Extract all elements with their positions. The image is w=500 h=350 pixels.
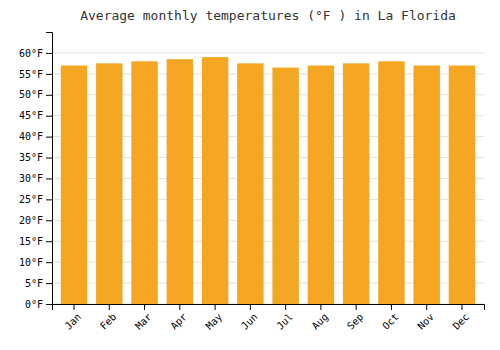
y-tick: 15°F <box>19 236 52 247</box>
y-tick-label: 25°F <box>19 194 43 205</box>
x-tick: Sep <box>345 304 366 332</box>
y-tick-label: 60°F <box>19 48 43 59</box>
bar <box>131 61 157 304</box>
y-axis-line <box>46 33 53 305</box>
chart: 0°F 5°F 10°F 15°F 20°F 25°F 30°F 35°F 40°F 45°F 50… <box>0 0 500 350</box>
y-tick-mark <box>46 304 52 305</box>
y-tick: 20°F <box>19 215 52 226</box>
x-tick: Nov <box>415 304 436 332</box>
y-tick-label: 35°F <box>19 152 43 163</box>
y-tick-mark <box>46 262 52 263</box>
bar <box>202 57 228 304</box>
y-tick: 5°F <box>25 278 52 289</box>
y-tick: 35°F <box>19 152 52 163</box>
y-tick-mark <box>46 241 52 242</box>
y-axis: 0°F 5°F 10°F 15°F 20°F 25°F 30°F 35°F 40°F 45°F 50… <box>19 33 53 310</box>
x-tick: May <box>204 304 225 332</box>
x-tick-label: Mar <box>133 311 154 332</box>
x-tick-label: May <box>204 311 225 332</box>
x-tick-label: Dec <box>451 311 472 332</box>
y-tick-mark <box>46 95 52 96</box>
bar <box>413 65 439 304</box>
bar <box>449 65 475 304</box>
y-tick-label: 10°F <box>19 257 43 268</box>
x-tick-label: Feb <box>98 311 119 332</box>
bar <box>61 65 87 304</box>
y-tick-mark <box>46 158 52 159</box>
plot: 0°F 5°F 10°F 15°F 20°F 25°F 30°F 35°F 40°F 45°F 50… <box>19 33 485 332</box>
bar <box>308 65 334 304</box>
x-tick: Mar <box>133 304 154 332</box>
y-tick-label: 0°F <box>25 299 43 310</box>
y-tick: 60°F <box>19 48 52 59</box>
bar <box>237 63 263 304</box>
y-tick: 30°F <box>19 173 52 184</box>
x-tick-label: Jan <box>63 311 84 332</box>
bar <box>378 61 404 304</box>
x-tick-mark <box>74 304 75 310</box>
y-tick-mark <box>46 220 52 221</box>
x-tick: Apr <box>168 304 189 332</box>
x-tick-mark <box>250 304 251 310</box>
x-tick-mark <box>215 304 216 310</box>
y-tick-label: 20°F <box>19 215 43 226</box>
y-tick-mark <box>46 199 52 200</box>
y-tick-mark <box>46 116 52 117</box>
x-tick: Aug <box>310 304 331 332</box>
x-tick-mark <box>461 304 462 310</box>
title: Average monthly temperatures (°F ) in La… <box>80 8 456 23</box>
y-tick: 0°F <box>25 299 52 310</box>
x-tick-label: Oct <box>380 311 401 332</box>
bar <box>167 59 193 304</box>
x-axis: Jan Feb Mar Apr May Jun Jul Aug Sep Oct Nov Dec <box>53 304 485 332</box>
x-axis-line <box>53 305 485 311</box>
y-tick: 55°F <box>19 69 52 80</box>
x-tick: Jul <box>274 304 295 332</box>
x-tick-mark <box>109 304 110 310</box>
x-tick-mark <box>144 304 145 310</box>
y-tick: 10°F <box>19 257 52 268</box>
grid <box>52 53 484 304</box>
y-tick-label: 40°F <box>19 131 43 142</box>
x-tick: Jun <box>239 304 260 332</box>
y-tick-label: 45°F <box>19 110 43 121</box>
x-tick-label: Jun <box>239 311 260 332</box>
bar <box>272 68 298 304</box>
bar <box>96 63 122 304</box>
y-tick-label: 15°F <box>19 236 43 247</box>
x-tick-mark <box>426 304 427 310</box>
x-tick: Feb <box>98 304 119 332</box>
y-tick: 50°F <box>19 89 52 100</box>
x-tick: Jan <box>63 304 84 332</box>
x-tick-label: Jul <box>274 311 295 332</box>
y-tick: 45°F <box>19 110 52 121</box>
x-tick: Dec <box>451 304 472 332</box>
y-tick-mark <box>46 137 52 138</box>
x-tick-label: Aug <box>310 311 331 332</box>
x-tick-mark <box>320 304 321 310</box>
y-tick-mark <box>46 283 52 284</box>
x-tick-mark <box>285 304 286 310</box>
x-tick-mark <box>356 304 357 310</box>
y-tick-label: 55°F <box>19 69 43 80</box>
bars <box>61 57 475 304</box>
x-tick-label: Nov <box>415 311 436 332</box>
bar <box>343 63 369 304</box>
x-tick-label: Sep <box>345 311 366 332</box>
y-tick: 40°F <box>19 131 52 142</box>
x-tick: Oct <box>380 304 401 332</box>
y-tick-label: 30°F <box>19 173 43 184</box>
y-tick-label: 5°F <box>25 278 43 289</box>
x-tick-label: Apr <box>168 311 189 332</box>
y-tick-mark <box>46 53 52 54</box>
x-tick-mark <box>391 304 392 310</box>
y-tick-mark <box>46 178 52 179</box>
y-tick: 25°F <box>19 194 52 205</box>
x-tick-mark <box>179 304 180 310</box>
grid-line <box>52 52 484 53</box>
y-tick-mark <box>46 74 52 75</box>
y-tick-label: 50°F <box>19 89 43 100</box>
